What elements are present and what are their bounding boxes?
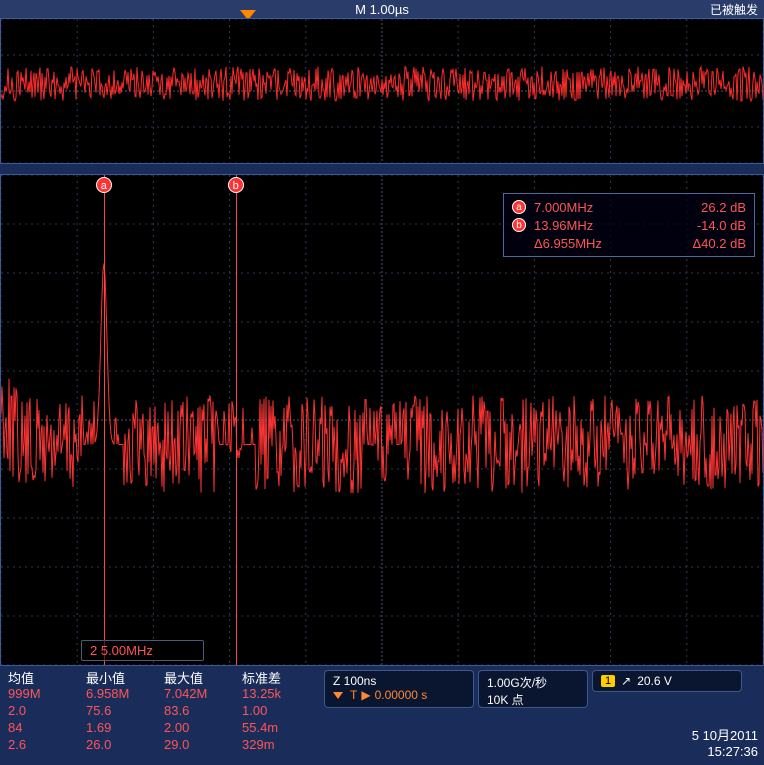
trigger-channel: 1 [601,675,615,687]
cursor-b-db: -14.0 dB [644,218,746,233]
stats-header: 最小值 [86,668,156,686]
stats-value: 329m [242,737,312,754]
cursor-a-freq: 7.000MHz [534,200,644,215]
stats-value: 75.6 [86,703,156,720]
cursor-b-freq: 13.96MHz [534,218,644,233]
sample-rate: 1.00G次/秒 [487,674,579,691]
stats-value: 84 [8,720,78,737]
stats-value: 1.69 [86,720,156,737]
stats-value: 1.00 [242,703,312,720]
top-bar: M 1.00µs 已被触发 [0,0,764,18]
stats-value: 29.0 [164,737,234,754]
trigger-pos-icon [333,692,343,699]
freq-scale-label: 2 5.00MHz [81,640,204,661]
time-domain-panel [0,18,764,164]
time-waveform [1,19,763,163]
zoom-label: Z 100ns [333,674,465,688]
stats-value: 83.6 [164,703,234,720]
zoom-info-box: Z 100ns T ▶ 0.00000 s [324,670,474,708]
stats-value: 2.00 [164,720,234,737]
time-label: 15:27:36 [692,744,758,759]
record-length: 10K 点 [487,691,579,708]
cursor-a-icon: a [512,200,526,214]
sample-info-box: 1.00G次/秒 10K 点 [478,670,588,708]
stats-header: 均值 [8,668,78,686]
delta-freq: Δ6.955MHz [534,236,644,251]
trigger-info-box: 1 ↗ 20.6 V [592,670,742,692]
stats-header: 最大值 [164,668,234,686]
cursor-b-badge[interactable]: b [228,177,244,193]
cursor-measurement-box: a 7.000MHz 26.2 dB b 13.96MHz -14.0 dB Δ… [503,193,755,257]
frequency-domain-panel: a b a 7.000MHz 26.2 dB b 13.96MHz -14.0 … [0,174,764,666]
date-label: 5 10月2011 [692,725,758,744]
stats-value: 13.25k [242,686,312,703]
trigger-slope-icon: ↗ [621,674,631,688]
stats-value: 999M [8,686,78,703]
stats-value: 55.4m [242,720,312,737]
delta-db: Δ40.2 dB [644,236,746,251]
cursor-a-badge[interactable]: a [96,177,112,193]
stats-value: 26.0 [86,737,156,754]
stats-value: 2.6 [8,737,78,754]
stats-table: 均值999M2.0842.6 最小值6.958M75.61.6926.0 最大值… [0,666,320,765]
stats-value: 6.958M [86,686,156,703]
stats-value: 7.042M [164,686,234,703]
trigger-pos: 0.00000 s [375,688,428,702]
bottom-area: 均值999M2.0842.6 最小值6.958M75.61.6926.0 最大值… [0,666,764,765]
trigger-status: 已被触发 [710,1,758,18]
cursor-b-icon: b [512,218,526,232]
stats-header: 标准差 [242,668,312,686]
cursor-a-line[interactable] [104,175,105,665]
stats-value: 2.0 [8,703,78,720]
trigger-level: 20.6 V [637,674,672,688]
datetime: 5 10月2011 15:27:36 [692,725,758,759]
cursor-a-db: 26.2 dB [644,200,746,215]
cursor-b-line[interactable] [236,175,237,665]
trigger-t-label: T [350,688,357,702]
timebase-label: M 1.00µs [355,2,409,17]
